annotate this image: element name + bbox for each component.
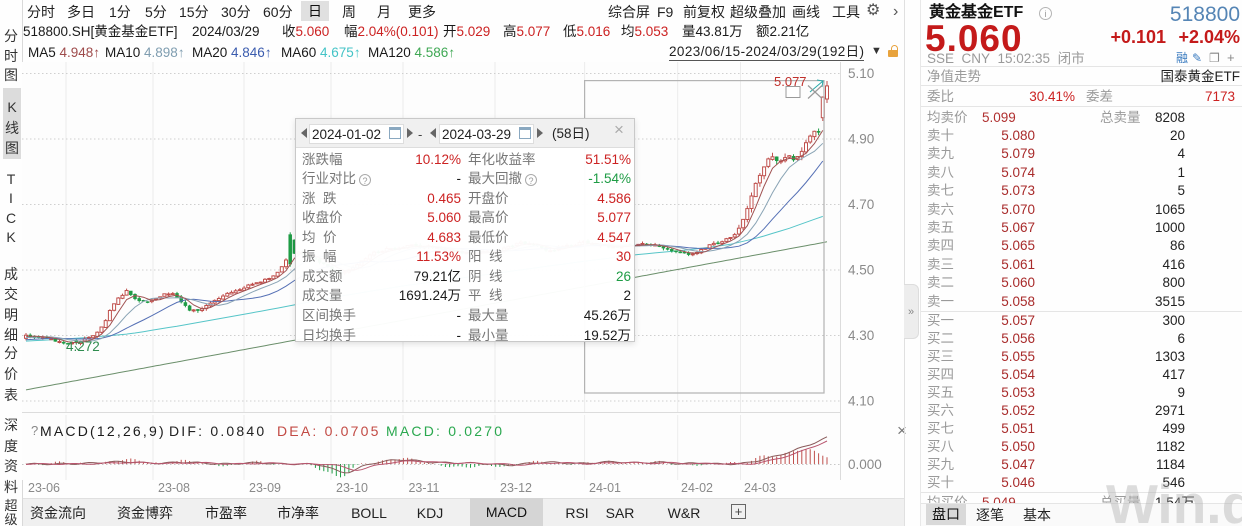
svg-text:4.90: 4.90 xyxy=(848,132,874,147)
svg-text:5.10: 5.10 xyxy=(848,66,874,81)
svg-text:24-01: 24-01 xyxy=(589,481,621,495)
svg-text:23-09: 23-09 xyxy=(249,481,281,495)
svg-text:4.272: 4.272 xyxy=(66,339,100,354)
svg-text:23-12: 23-12 xyxy=(500,481,532,495)
svg-text:4.70: 4.70 xyxy=(848,197,874,212)
svg-text:24-02: 24-02 xyxy=(681,481,713,495)
svg-text:5.077: 5.077 xyxy=(774,74,807,89)
svg-text:4.10: 4.10 xyxy=(848,394,874,409)
svg-text:23-08: 23-08 xyxy=(158,481,190,495)
svg-text:23-10: 23-10 xyxy=(336,481,368,495)
svg-text:4.50: 4.50 xyxy=(848,263,874,278)
svg-text:23-11: 23-11 xyxy=(408,481,439,495)
svg-text:0.000: 0.000 xyxy=(848,457,882,472)
svg-text:23-06: 23-06 xyxy=(28,481,60,495)
svg-text:24-03: 24-03 xyxy=(744,481,776,495)
svg-text:4.30: 4.30 xyxy=(848,328,874,343)
